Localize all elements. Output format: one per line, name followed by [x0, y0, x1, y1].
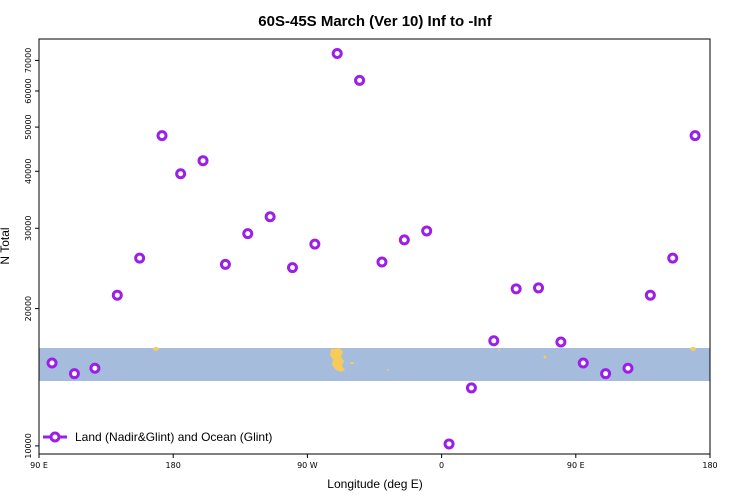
data-point [309, 238, 321, 250]
data-point [488, 335, 500, 347]
data-point [667, 252, 679, 264]
tasmania-land [153, 347, 159, 351]
legend-label: Land (Nadir&Glint) and Ocean (Glint) [75, 430, 272, 444]
data-point [68, 368, 80, 380]
data-point [331, 47, 343, 59]
data-point [644, 289, 656, 301]
x-axis-label: Longitude (deg E) [327, 477, 422, 491]
south-america-land [330, 348, 345, 372]
data-point [264, 211, 276, 223]
data-point [286, 262, 298, 274]
data-point [242, 228, 254, 240]
map-band [39, 347, 710, 381]
x-tick-label: 180 [702, 461, 717, 470]
data-point [219, 258, 231, 270]
island-land [387, 369, 389, 371]
land-shapes [153, 347, 696, 372]
y-tick-label: 60000 [24, 78, 33, 103]
ocean-band [39, 348, 710, 381]
data-point [376, 256, 388, 268]
y-tick-label: 40000 [24, 159, 33, 184]
data-points [46, 47, 701, 450]
data-point [89, 362, 101, 374]
data-point [156, 130, 168, 142]
y-axis-label: N Total [0, 227, 12, 264]
data-point [46, 357, 58, 369]
legend-marker [49, 431, 61, 443]
island-land [498, 349, 500, 351]
y-axis: 10000 20000 30000 40000 50000 60000 70000 [24, 48, 39, 459]
data-point [354, 74, 366, 86]
data-point [134, 252, 146, 264]
plot-frame [38, 38, 711, 455]
data-point [600, 368, 612, 380]
island-land [543, 355, 547, 359]
y-tick-label: 30000 [24, 216, 33, 241]
y-tick-label: 70000 [24, 48, 33, 73]
y-tick-label: 10000 [24, 433, 33, 458]
data-point [577, 357, 589, 369]
data-point [689, 130, 701, 142]
data-point [555, 336, 567, 348]
data-point [533, 282, 545, 294]
data-point [197, 155, 209, 167]
data-point [111, 289, 123, 301]
data-point [398, 234, 410, 246]
y-tick-label: 20000 [24, 296, 33, 321]
x-tick-label: 180 [166, 461, 181, 470]
data-point [443, 438, 455, 450]
chart-title: 60S-45S March (Ver 10) Inf to -Inf [258, 13, 492, 30]
data-point [175, 168, 187, 180]
y-tick-label: 50000 [24, 114, 33, 139]
data-point [465, 382, 477, 394]
legend: Land (Nadir&Glint) and Ocean (Glint) [43, 430, 272, 444]
x-tick-label: 90 E [567, 461, 585, 470]
x-tick-label: 90 W [297, 461, 318, 470]
new-zealand-land [690, 347, 696, 351]
x-tick-label: 0 [439, 461, 444, 470]
data-point [421, 225, 433, 237]
falklands-land [350, 362, 354, 364]
data-point [622, 362, 634, 374]
x-axis: 90 E 180 90 W 0 90 E 180 [30, 454, 718, 470]
x-tick-label: 90 E [30, 461, 48, 470]
data-point [510, 283, 522, 295]
